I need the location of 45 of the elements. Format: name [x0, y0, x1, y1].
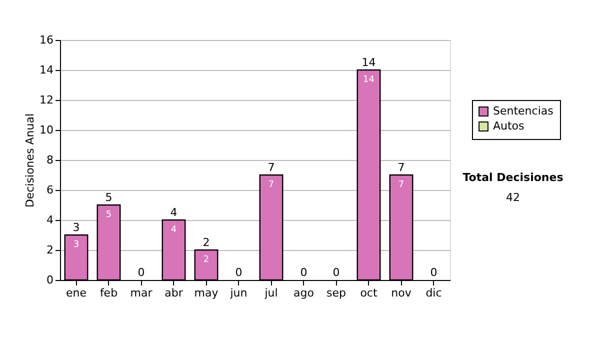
total-label: 0 — [332, 266, 340, 279]
y-axis-title: Decisiones Anual — [24, 113, 37, 208]
y-tick-label: 16 — [40, 34, 54, 46]
y-tick-label: 0 — [46, 274, 54, 286]
x-tick-label: ago — [294, 286, 314, 300]
data-label: 2 — [203, 255, 210, 265]
y-tick-label: 6 — [46, 184, 54, 196]
x-tick-label: oct — [360, 286, 378, 300]
y-tick-label: 4 — [46, 214, 54, 226]
data-label: 3 — [73, 240, 80, 250]
legend-label: Autos — [493, 120, 525, 132]
x-tick-label: jun — [229, 286, 248, 300]
total-label: 4 — [170, 206, 178, 219]
total-label: 0 — [300, 266, 308, 279]
total-label: 0 — [430, 266, 438, 279]
x-tick-label: jul — [264, 286, 278, 300]
x-tick-label: ene — [66, 286, 87, 300]
data-label: 5 — [106, 210, 112, 220]
total-label: 14 — [362, 56, 376, 69]
x-tick-label: may — [194, 286, 219, 300]
total-label: 0 — [235, 266, 242, 279]
x-tick-label: nov — [391, 286, 412, 300]
data-label: 14 — [363, 75, 375, 85]
data-label: 7 — [398, 180, 404, 190]
x-tick-label: dic — [426, 286, 442, 300]
x-tick-label: abr — [164, 286, 184, 300]
x-tick-label: mar — [130, 286, 153, 300]
text: Total Decisiones — [462, 171, 564, 184]
y-tick-label: 2 — [46, 244, 54, 256]
data-label: 7 — [268, 180, 274, 190]
data-label: 4 — [170, 225, 177, 235]
y-tick-label: 14 — [40, 64, 54, 76]
total-label: 5 — [105, 191, 112, 204]
x-tick-label: sep — [326, 286, 346, 300]
x-tick-label: feb — [100, 286, 118, 300]
total-label: 7 — [268, 161, 275, 174]
text: 42 — [506, 191, 520, 204]
total-label: 0 — [138, 266, 145, 279]
y-tick-label: 10 — [40, 124, 54, 136]
total-label: 3 — [72, 221, 80, 234]
y-tick-label: 8 — [46, 154, 54, 166]
legend-label: Sentencias — [493, 104, 554, 118]
y-tick-label: 12 — [40, 94, 54, 106]
total-label: 7 — [398, 161, 405, 174]
total-label: 2 — [202, 236, 210, 249]
